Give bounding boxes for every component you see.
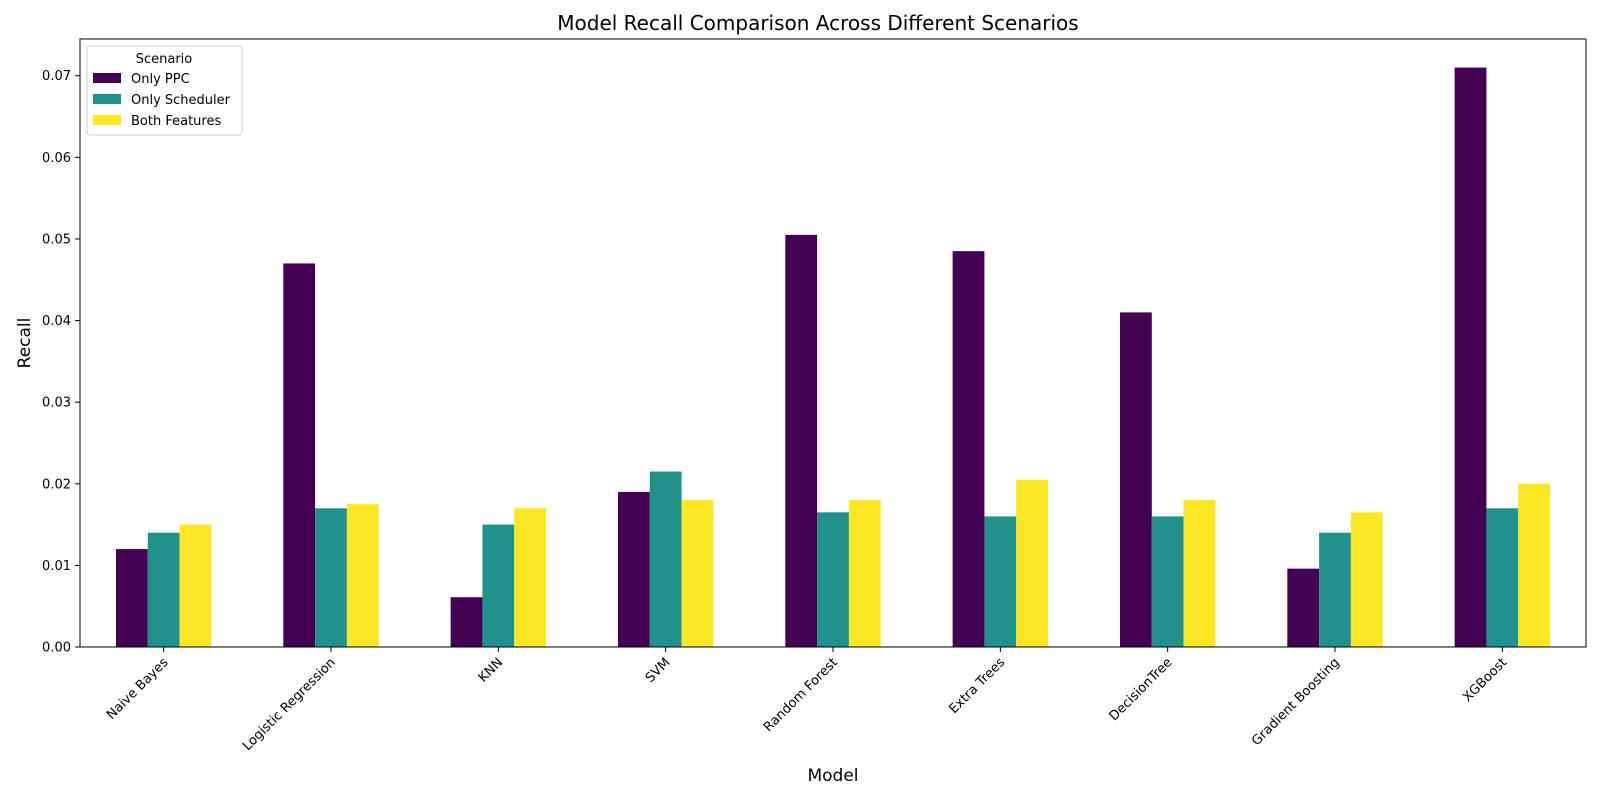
bar [283, 263, 316, 647]
legend-swatch [93, 94, 121, 104]
y-tick-label: 0.03 [42, 396, 71, 411]
bar [649, 471, 682, 647]
bar [1350, 512, 1383, 647]
chart-title: Model Recall Comparison Across Different… [557, 11, 1078, 35]
bar [482, 524, 515, 647]
legend-box [86, 45, 243, 136]
bar [952, 251, 985, 647]
legend-items: Only PPC Only Scheduler Both Features [93, 72, 231, 129]
bar [115, 549, 148, 647]
y-axis-title: Recall [15, 318, 35, 369]
x-axis: Naive Bayes Logistic Regression KNN SVM Rand… [104, 647, 1510, 754]
bar [1319, 532, 1351, 647]
x-tick-label: Random Forest [761, 655, 841, 735]
bar [1183, 500, 1216, 647]
x-tick-label: Naive Bayes [104, 655, 172, 723]
bar [1119, 312, 1152, 647]
x-tick-label: DecisionTree [1107, 655, 1176, 724]
bar [179, 524, 212, 647]
bars-layer [115, 67, 1551, 647]
legend: Scenario Only PPC Only Scheduler Both Feat… [86, 45, 243, 136]
bar [147, 532, 180, 647]
bar [1151, 516, 1184, 647]
y-tick-label: 0.00 [42, 641, 71, 656]
bar [681, 500, 714, 647]
bar [346, 504, 379, 647]
y-axis: 0.00 0.01 0.02 0.03 0.04 0.05 0.06 0.07 [42, 69, 80, 656]
bar [1486, 508, 1519, 647]
legend-swatch [93, 115, 121, 125]
bar [1454, 67, 1487, 647]
bar [817, 512, 849, 647]
x-tick-label: Logistic Regression [240, 655, 339, 754]
x-tick-label: SVM [643, 655, 674, 686]
y-tick-label: 0.01 [42, 559, 71, 574]
x-tick-label: KNN [476, 655, 506, 685]
bar [785, 234, 818, 647]
bar [1016, 479, 1049, 647]
bar [315, 508, 347, 647]
y-tick-label: 0.07 [42, 69, 71, 84]
x-tick-label: XGBoost [1460, 655, 1510, 705]
legend-label: Only Scheduler [131, 93, 231, 108]
x-tick-label: Extra Trees [946, 655, 1008, 717]
legend-swatch [93, 73, 121, 83]
bar [984, 516, 1017, 647]
bar [1287, 568, 1320, 647]
bar [514, 508, 547, 647]
y-tick-label: 0.06 [42, 151, 71, 166]
y-tick-label: 0.02 [42, 477, 71, 492]
bar [1518, 483, 1551, 647]
bar [617, 491, 650, 647]
bar [450, 597, 483, 647]
x-axis-title: Model [807, 766, 858, 786]
y-tick-label: 0.04 [42, 314, 71, 329]
legend-title: Scenario [136, 52, 193, 67]
bar [848, 500, 881, 647]
x-tick-label: Gradient Boosting [1249, 655, 1343, 749]
y-tick-label: 0.05 [42, 232, 71, 247]
legend-label: Both Features [131, 114, 221, 129]
legend-label: Only PPC [131, 72, 190, 87]
